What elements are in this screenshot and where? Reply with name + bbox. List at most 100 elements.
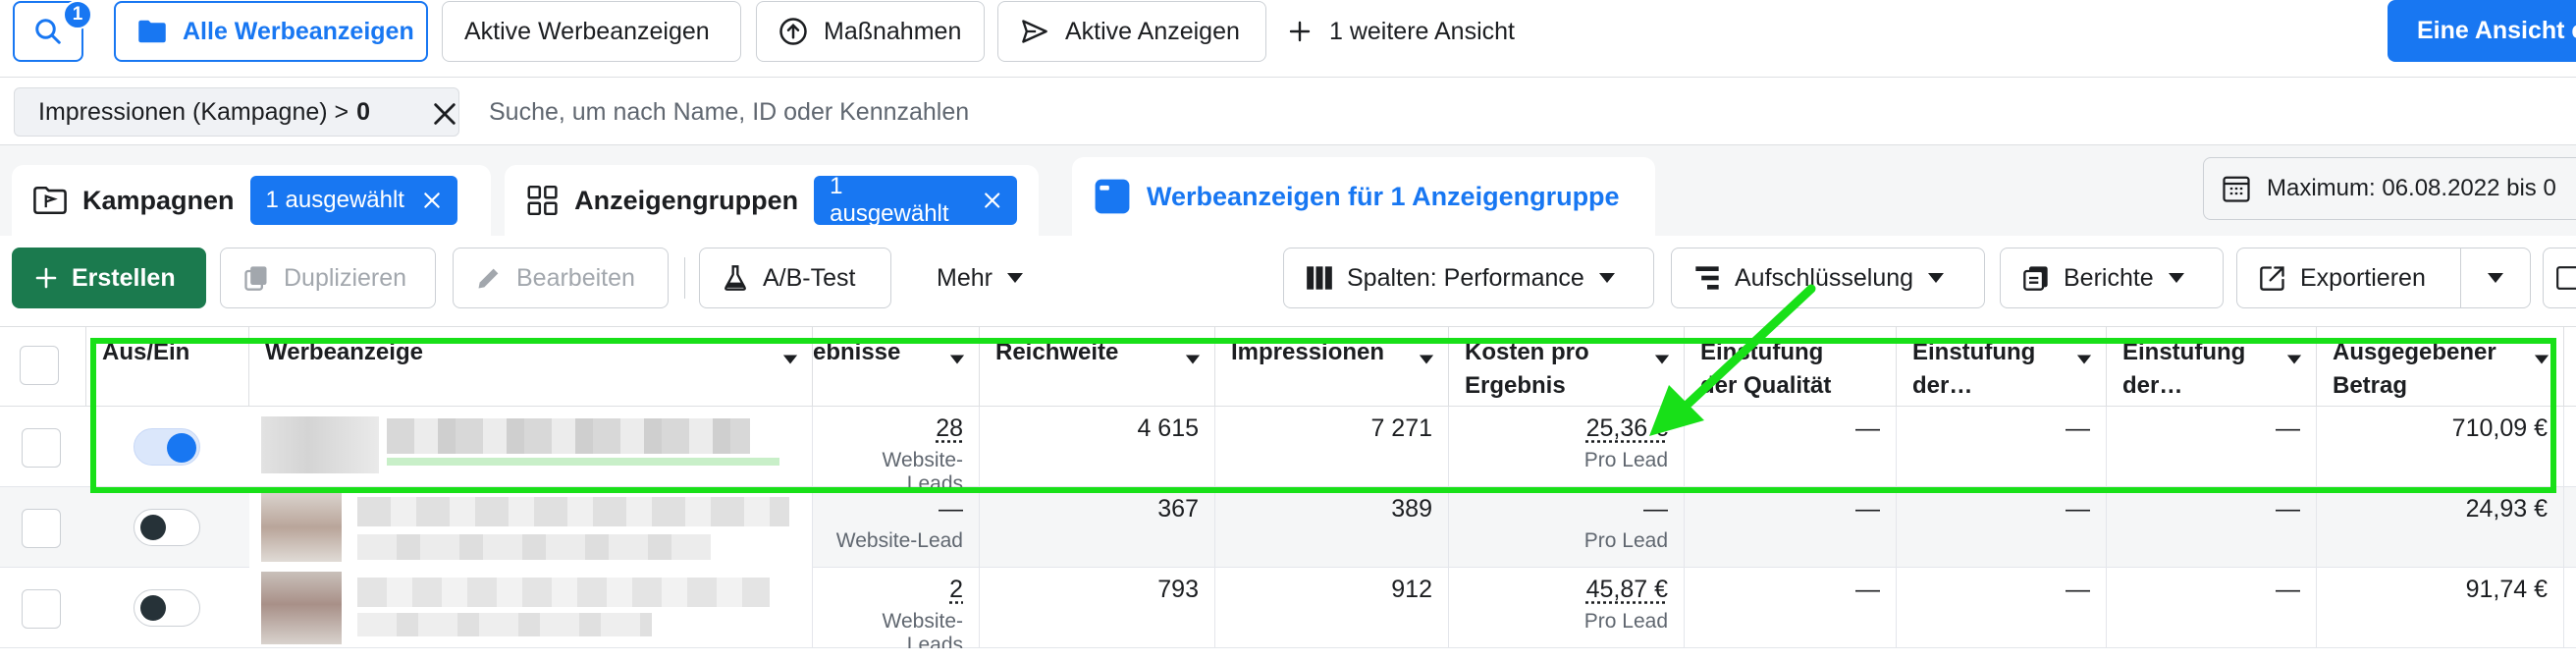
header-results[interactable]: ebnisse <box>813 326 980 407</box>
cost-value: — <box>1643 495 1668 523</box>
close-icon[interactable] <box>431 100 458 128</box>
header-results-label: ebnisse <box>813 339 901 365</box>
header-toggle[interactable]: Aus/Ein <box>86 326 249 407</box>
quality-cell: — <box>1685 487 1897 568</box>
ad-thumbnail <box>261 572 342 644</box>
toggle-knob <box>167 433 196 463</box>
more-options-button[interactable] <box>2543 248 2576 308</box>
table-row[interactable]: — Website-Lead 367 389 — Pro Lead — — — … <box>0 487 2576 568</box>
create-view-button[interactable]: Eine Ansicht e <box>2388 0 2576 62</box>
table-row[interactable]: 28 Website-Leads 4 615 7 271 25,36 € Pro… <box>0 407 2576 487</box>
ad-name-redacted <box>357 578 770 607</box>
header-engagement-label-1: Einstufung <box>1912 339 2036 365</box>
header-amount-spent[interactable]: Ausgegebener Betrag <box>2317 326 2564 407</box>
tab-ads-label: Werbeanzeigen für 1 Anzeigengruppe <box>1147 181 1620 211</box>
caret-down-icon <box>2488 273 2503 283</box>
export-button[interactable]: Exportieren <box>2236 248 2462 308</box>
row-status-toggle[interactable] <box>134 509 200 546</box>
conversion-cell: — <box>2107 568 2317 648</box>
ad-name-cell[interactable] <box>249 568 813 648</box>
header-impressions[interactable]: Impressionen <box>1215 326 1449 407</box>
close-icon[interactable] <box>422 191 442 210</box>
filter-count-badge: 1 <box>63 0 92 29</box>
cost-cell: 45,87 € Pro Lead <box>1449 568 1685 648</box>
annotation-arrow-icon <box>1649 284 1816 436</box>
reach-cell: 793 <box>980 568 1215 648</box>
tab-ad-sets[interactable]: Anzeigengruppen 1 ausgewählt <box>505 165 1039 236</box>
toolbar: Erstellen Duplizieren Bearbeiten A/B-Tes… <box>0 236 2576 326</box>
conversion-cell: — <box>2107 487 2317 568</box>
caret-down-icon <box>1006 273 1023 283</box>
add-view-button[interactable]: 1 weitere Ansicht <box>1288 1 1515 62</box>
header-spent-label-1: Ausgegebener <box>2333 339 2496 365</box>
tab-active-ads[interactable]: Aktive Werbeanzeigen <box>442 1 741 62</box>
breakdown-button[interactable]: Aufschlüsselung <box>1671 248 1985 308</box>
edit-button-label: Bearbeiten <box>516 263 635 292</box>
tab-measures[interactable]: Maßnahmen <box>756 1 985 62</box>
spent-cell: 24,93 € <box>2317 487 2564 568</box>
ad-name-redacted-line <box>357 534 711 560</box>
filter-bar: Impressionen (Kampagne) > 0 <box>0 77 2576 145</box>
search-input[interactable] <box>489 89 2060 135</box>
results-value[interactable]: 2 <box>949 576 963 603</box>
tab-ads[interactable]: Werbeanzeigen für 1 Anzeigengruppe <box>1072 157 1655 236</box>
arrow-up-circle-icon <box>779 18 807 45</box>
header-ad-name[interactable]: Werbeanzeige <box>249 326 813 407</box>
campaigns-selected-pill[interactable]: 1 ausgewählt <box>249 176 457 225</box>
row-checkbox[interactable] <box>22 428 61 468</box>
select-all-checkbox[interactable] <box>20 346 59 385</box>
cost-value[interactable]: 45,87 € <box>1585 576 1668 603</box>
edit-button[interactable]: Bearbeiten <box>453 248 669 308</box>
results-value[interactable]: 28 <box>936 414 963 442</box>
row-checkbox[interactable] <box>22 589 61 629</box>
more-button[interactable]: Mehr <box>915 248 1052 308</box>
search-icon <box>35 19 61 44</box>
export-dropdown-button[interactable] <box>2460 248 2531 308</box>
header-conversion-ranking[interactable]: Einstufung der… <box>2107 326 2317 407</box>
plus-icon <box>1289 21 1311 42</box>
row-status-toggle[interactable] <box>134 428 200 466</box>
ab-test-button[interactable]: A/B-Test <box>699 248 891 308</box>
breakdown-icon <box>1695 266 1719 290</box>
add-view-label: 1 weitere Ansicht <box>1329 17 1515 45</box>
ad-icon <box>1095 179 1130 214</box>
duplicate-icon <box>244 266 267 291</box>
header-engagement-ranking[interactable]: Einstufung der… <box>1897 326 2107 407</box>
row-checkbox[interactable] <box>22 509 61 548</box>
close-icon[interactable] <box>983 191 1001 210</box>
ad-name-cell[interactable] <box>249 407 813 487</box>
row-status-toggle[interactable] <box>134 589 200 627</box>
campaigns-selected-label: 1 ausgewählt <box>265 187 404 213</box>
create-button[interactable]: Erstellen <box>12 248 206 308</box>
conversion-cell: — <box>2107 407 2317 487</box>
impressions-cell: 7 271 <box>1215 407 1449 487</box>
duplicate-button[interactable]: Duplizieren <box>220 248 436 308</box>
tab-all-ads[interactable]: Alle Werbeanzeigen <box>114 1 428 62</box>
send-icon <box>1022 20 1047 43</box>
tab-campaigns[interactable]: Kampagnen 1 ausgewählt <box>12 165 491 236</box>
ad-name-cell[interactable] <box>249 487 813 568</box>
results-sub: Website-Lead <box>835 529 963 552</box>
header-reach[interactable]: Reichweite <box>980 326 1215 407</box>
toolbar-divider <box>684 257 685 299</box>
toggle-knob <box>140 515 166 540</box>
table-row[interactable]: 2 Website-Leads 793 912 45,87 € Pro Lead… <box>0 568 2576 648</box>
adsets-selected-pill[interactable]: 1 ausgewählt <box>814 173 1017 227</box>
filter-chip[interactable]: Impressionen (Kampagne) > 0 <box>14 87 459 137</box>
caret-down-icon <box>2286 355 2302 364</box>
caret-down-icon <box>949 355 965 364</box>
tab-campaigns-label: Kampagnen <box>82 185 235 215</box>
header-cost-label-2: Ergebnis <box>1465 372 1566 399</box>
tab-all-ads-label: Alle Werbeanzeigen <box>183 17 414 45</box>
quality-cell: — <box>1685 568 1897 648</box>
date-range-picker[interactable]: Maximum: 06.08.2022 bis 0 <box>2203 157 2576 220</box>
ad-name-redacted <box>387 418 750 454</box>
filter-chip-value: 0 <box>356 97 371 126</box>
columns-button[interactable]: Spalten: Performance <box>1283 248 1654 308</box>
tab-active-ads-2[interactable]: Aktive Anzeigen <box>997 1 1266 62</box>
quality-cell: — <box>1685 407 1897 487</box>
folder-icon <box>138 20 166 43</box>
caret-down-icon <box>1419 355 1434 364</box>
reports-button[interactable]: Berichte <box>2000 248 2224 308</box>
calendar-icon <box>2223 176 2250 202</box>
